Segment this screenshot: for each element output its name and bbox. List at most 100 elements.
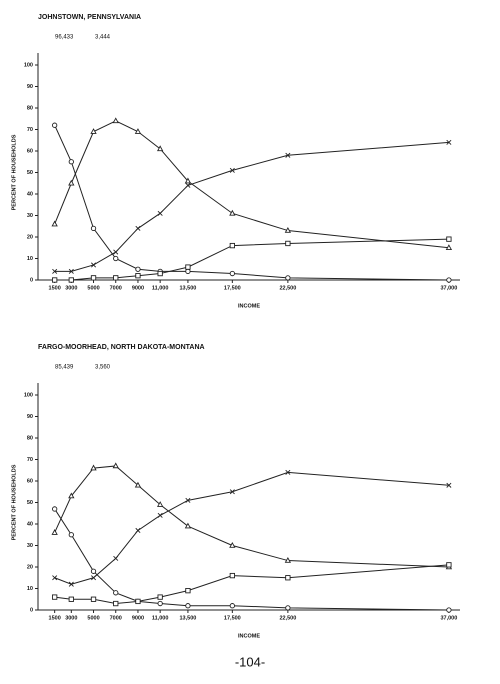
marker [113, 600, 119, 607]
x-tick-label: 11,000 [152, 285, 169, 291]
y-axis-label: PERCENT OF HOUSEHOLDS [11, 134, 17, 210]
marker [52, 575, 58, 581]
x-tick-label: 22,500 [279, 615, 296, 621]
marker [90, 596, 97, 602]
marker [90, 464, 97, 471]
x-tick-label: 9000 [132, 285, 144, 291]
marker [185, 497, 191, 503]
chart-title: FARGO-MOORHEAD, NORTH DAKOTA-MONTANA [38, 344, 205, 351]
marker [185, 264, 191, 270]
y-tick-label: 50 [27, 500, 33, 506]
y-tick-label: 50 [27, 170, 33, 176]
marker [446, 482, 452, 488]
marker [52, 506, 58, 512]
marker [284, 557, 292, 563]
chart-title: JOHNSTOWN, PENNSYLVANIA [38, 14, 141, 21]
annotation: 3,560 [95, 365, 111, 371]
marker [157, 594, 163, 600]
series-line [54, 465, 449, 568]
page-number: -104- [235, 654, 265, 669]
chart: JOHNSTOWN, PENNSYLVANIA 96,433 3,444 0 10 20 3… [11, 14, 460, 309]
y-tick-label: 100 [24, 392, 33, 398]
y-tick-label: 40 [27, 191, 33, 197]
y-tick-label: 30 [27, 543, 33, 549]
marker [285, 469, 291, 475]
x-tick-label: 7000 [110, 285, 122, 291]
x-tick-label: 3000 [65, 615, 77, 621]
marker [229, 541, 236, 548]
marker [135, 527, 141, 533]
marker [446, 562, 452, 568]
y-tick-label: 10 [27, 256, 33, 262]
y-tick-label: 0 [30, 607, 33, 613]
marker [68, 532, 74, 538]
marker [135, 225, 141, 231]
marker [51, 529, 58, 535]
marker [229, 603, 235, 609]
marker [90, 128, 97, 134]
series-line [54, 471, 449, 585]
marker [68, 581, 74, 587]
marker [157, 270, 163, 277]
series-line [54, 238, 449, 281]
marker [68, 159, 74, 165]
marker [229, 270, 235, 277]
x-tick-label: 37,000 [440, 285, 457, 291]
marker [112, 117, 119, 124]
marker [51, 220, 58, 227]
marker [68, 596, 74, 602]
y-tick-label: 80 [27, 105, 33, 111]
marker [113, 590, 119, 596]
x-tick-label: 17,500 [224, 285, 241, 291]
annotation: 96,433 [55, 35, 74, 41]
y-tick-label: 40 [27, 521, 33, 527]
x-tick-label: 17,500 [224, 615, 241, 621]
marker [113, 555, 119, 561]
x-tick-label: 5000 [87, 285, 99, 291]
marker [285, 605, 291, 611]
marker [229, 209, 236, 216]
marker [68, 492, 75, 499]
marker [112, 462, 119, 469]
y-axis-label: PERCENT OF HOUSEHOLDS [11, 464, 17, 540]
marker [52, 594, 58, 600]
y-tick-label: 90 [27, 414, 33, 420]
marker [229, 489, 235, 495]
marker [157, 210, 163, 216]
marker [284, 227, 292, 233]
marker [445, 244, 453, 251]
marker [135, 266, 141, 272]
x-tick-label: 13,500 [180, 285, 197, 291]
marker [229, 242, 235, 249]
x-tick-label: 7000 [110, 615, 122, 621]
marker [113, 255, 119, 262]
x-tick-label: 22,500 [279, 285, 296, 291]
marker [285, 575, 291, 581]
x-tick-label: 13,500 [180, 615, 197, 621]
marker [91, 575, 97, 581]
marker [68, 277, 74, 283]
marker [91, 262, 97, 268]
marker [52, 268, 58, 274]
marker [52, 277, 58, 283]
y-tick-label: 30 [27, 213, 33, 219]
marker [68, 268, 74, 274]
marker [285, 275, 291, 281]
y-tick-label: 80 [27, 435, 33, 441]
marker [90, 568, 97, 574]
marker [184, 177, 192, 184]
marker [156, 145, 164, 152]
marker [185, 182, 191, 188]
marker [446, 607, 452, 613]
marker [52, 122, 58, 128]
marker [156, 501, 164, 507]
y-tick-label: 20 [27, 234, 33, 240]
marker [229, 167, 235, 173]
marker [185, 268, 191, 275]
x-tick-label: 1500 [49, 285, 61, 291]
marker [446, 277, 452, 283]
marker [135, 273, 141, 279]
chart: FARGO-MOORHEAD, NORTH DAKOTA-MONTANA 85,4… [11, 344, 460, 639]
